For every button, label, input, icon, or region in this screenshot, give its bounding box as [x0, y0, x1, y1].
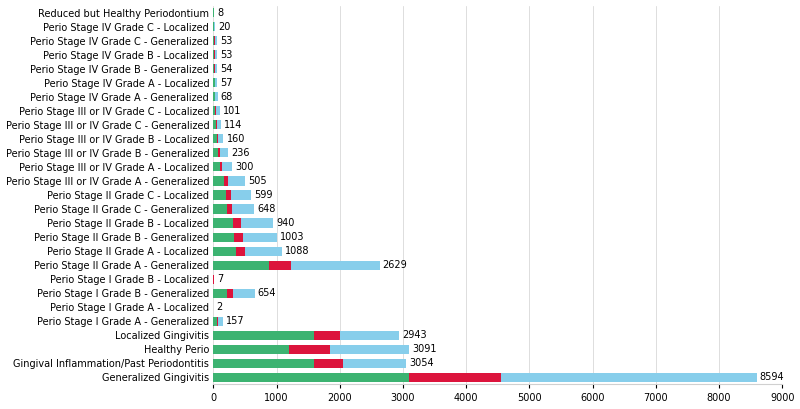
Bar: [214, 191, 226, 200]
Bar: [314, 331, 340, 340]
Text: 2629: 2629: [382, 260, 407, 270]
Bar: [314, 359, 343, 368]
Bar: [218, 148, 220, 157]
Bar: [218, 317, 223, 326]
Bar: [343, 359, 406, 368]
Text: 114: 114: [224, 120, 242, 130]
Text: 53: 53: [220, 36, 232, 46]
Bar: [224, 176, 228, 186]
Text: 8: 8: [217, 8, 223, 18]
Bar: [330, 345, 409, 354]
Bar: [243, 233, 277, 242]
Text: 57: 57: [220, 78, 233, 88]
Bar: [233, 218, 241, 228]
Text: 300: 300: [235, 162, 254, 172]
Bar: [214, 148, 218, 157]
Text: 101: 101: [223, 106, 242, 116]
Text: 2943: 2943: [402, 330, 427, 340]
Bar: [340, 331, 399, 340]
Bar: [231, 191, 251, 200]
Bar: [214, 373, 410, 382]
Bar: [214, 247, 236, 256]
Bar: [227, 204, 233, 213]
Bar: [217, 120, 221, 129]
Text: 68: 68: [221, 92, 233, 102]
Bar: [217, 317, 218, 326]
Text: 940: 940: [276, 218, 294, 228]
Bar: [269, 261, 291, 270]
Bar: [214, 204, 227, 213]
Text: 236: 236: [231, 148, 250, 158]
Bar: [214, 261, 269, 270]
Bar: [214, 359, 314, 368]
Text: 7: 7: [217, 274, 223, 284]
Text: 648: 648: [258, 204, 276, 214]
Bar: [215, 64, 217, 73]
Text: 654: 654: [258, 288, 276, 298]
Bar: [227, 289, 233, 298]
Bar: [215, 92, 218, 101]
Bar: [214, 106, 215, 115]
Bar: [215, 78, 217, 87]
Bar: [222, 162, 232, 171]
Bar: [246, 247, 282, 256]
Text: 3054: 3054: [410, 358, 434, 369]
Bar: [291, 261, 379, 270]
Bar: [501, 373, 757, 382]
Bar: [216, 106, 220, 115]
Bar: [241, 218, 273, 228]
Bar: [236, 247, 246, 256]
Bar: [228, 176, 246, 186]
Bar: [217, 134, 218, 144]
Bar: [214, 134, 217, 144]
Text: 157: 157: [226, 316, 245, 326]
Bar: [214, 345, 289, 354]
Text: 54: 54: [220, 64, 232, 74]
Bar: [214, 36, 217, 45]
Text: 20: 20: [218, 22, 230, 31]
Bar: [289, 345, 330, 354]
Bar: [233, 204, 254, 213]
Text: 1003: 1003: [280, 232, 305, 242]
Bar: [214, 50, 217, 59]
Bar: [226, 191, 231, 200]
Bar: [214, 289, 227, 298]
Bar: [214, 162, 220, 171]
Text: 2: 2: [217, 302, 223, 312]
Text: 505: 505: [249, 176, 267, 186]
Bar: [218, 134, 223, 144]
Text: 1088: 1088: [286, 246, 310, 256]
Bar: [220, 162, 222, 171]
Text: 160: 160: [226, 134, 245, 144]
Bar: [214, 233, 234, 242]
Text: 3091: 3091: [412, 344, 436, 354]
Bar: [214, 331, 314, 340]
Bar: [214, 176, 224, 186]
Bar: [214, 120, 216, 129]
Text: 53: 53: [220, 49, 232, 60]
Text: 599: 599: [254, 190, 273, 200]
Bar: [234, 233, 243, 242]
Text: 8594: 8594: [760, 373, 784, 382]
Bar: [233, 289, 254, 298]
Bar: [410, 373, 501, 382]
Bar: [214, 218, 233, 228]
Bar: [214, 317, 217, 326]
Bar: [220, 148, 228, 157]
